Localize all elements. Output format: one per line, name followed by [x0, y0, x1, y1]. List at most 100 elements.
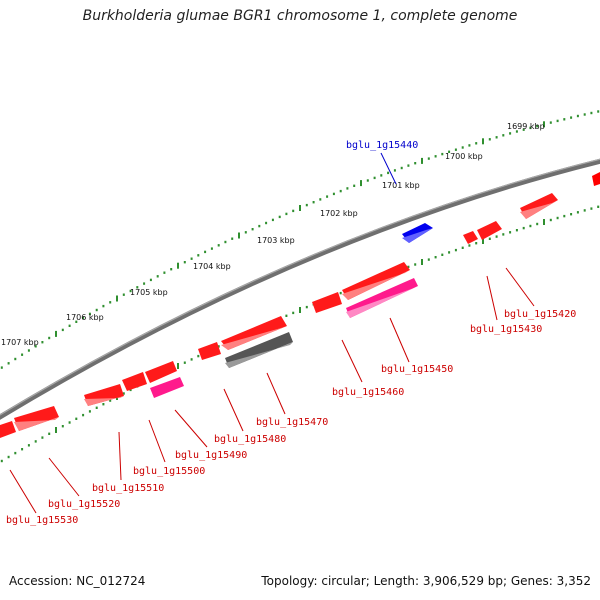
- minor-tick: [407, 265, 410, 269]
- major-tick: [421, 259, 423, 265]
- minor-tick: [27, 444, 30, 447]
- minor-tick: [27, 349, 30, 352]
- minor-tick: [590, 207, 593, 210]
- minor-tick: [149, 278, 152, 282]
- minor-tick: [75, 417, 78, 420]
- minor-tick: [183, 261, 186, 264]
- minor-tick: [271, 218, 274, 222]
- minor-tick: [224, 240, 227, 244]
- gene-arrow[interactable]: [145, 361, 177, 383]
- gene-label[interactable]: bglu_1g15490: [175, 450, 247, 461]
- gene-arrow[interactable]: [312, 292, 342, 313]
- scale-label: 1702 kbp: [320, 209, 358, 218]
- minor-tick: [61, 425, 64, 428]
- minor-tick: [536, 222, 539, 226]
- minor-tick: [7, 455, 10, 459]
- gene-arrow[interactable]: [122, 372, 147, 391]
- minor-tick: [373, 176, 376, 180]
- gene-label[interactable]: bglu_1g15470: [256, 417, 328, 428]
- minor-tick: [7, 362, 10, 365]
- gene-label[interactable]: bglu_1g15530: [6, 515, 78, 526]
- minor-tick: [556, 119, 559, 123]
- major-tick: [421, 157, 423, 164]
- minor-tick: [448, 251, 451, 254]
- minor-tick: [414, 162, 417, 165]
- minor-tick: [68, 324, 71, 327]
- gene-arrow[interactable]: [198, 342, 221, 360]
- minor-tick: [21, 353, 24, 356]
- gene-label[interactable]: bglu_1g15480: [214, 434, 286, 445]
- minor-tick: [549, 121, 552, 124]
- minor-tick: [292, 311, 295, 315]
- scale-label: 1705 kbp: [130, 288, 168, 297]
- minor-tick: [21, 448, 24, 451]
- minor-tick: [556, 216, 559, 220]
- chromosome-backbone: [0, 158, 600, 420]
- minor-tick: [244, 231, 247, 234]
- major-tick: [177, 262, 179, 269]
- gene-label[interactable]: bglu_1g15420: [504, 309, 576, 320]
- major-tick: [116, 295, 118, 302]
- minor-tick: [14, 357, 17, 361]
- minor-tick: [590, 111, 593, 115]
- gene-label[interactable]: bglu_1g15430: [470, 324, 542, 335]
- minor-tick: [468, 244, 471, 247]
- minor-tick: [75, 320, 78, 323]
- gene-arrow[interactable]: [477, 221, 502, 240]
- minor-tick: [251, 228, 254, 231]
- gene-label[interactable]: bglu_1g15510: [92, 483, 164, 494]
- minor-tick: [156, 275, 159, 278]
- gene-label[interactable]: bglu_1g15440: [346, 140, 418, 151]
- gene-label[interactable]: bglu_1g15500: [133, 466, 205, 477]
- major-tick: [177, 363, 179, 369]
- minor-tick: [136, 286, 139, 289]
- minor-tick: [536, 124, 539, 128]
- map-title: Burkholderia glumae BGR1 chromosome 1, c…: [82, 8, 518, 24]
- gene-labels: bglu_1g15420 bglu_1g15430 bglu_1g15440 b…: [6, 140, 576, 526]
- gene-arrow[interactable]: [463, 231, 478, 244]
- minor-tick: [197, 354, 200, 358]
- minor-tick: [529, 126, 532, 130]
- scale-label: 1699 kbp: [507, 122, 545, 131]
- minor-tick: [319, 198, 322, 201]
- minor-tick: [48, 336, 51, 340]
- gene-rrna[interactable]: [150, 377, 184, 398]
- scale-label: 1706 kbp: [66, 313, 104, 322]
- minor-tick: [0, 366, 3, 369]
- minor-tick: [576, 211, 579, 214]
- minor-tick: [129, 388, 132, 392]
- minor-tick: [366, 179, 369, 182]
- minor-tick: [95, 308, 98, 312]
- minor-tick: [461, 146, 464, 149]
- scale-labels: 1699 kbp 1700 kbp 1701 kbp 1702 kbp 1703…: [1, 122, 545, 347]
- minor-tick: [597, 110, 600, 113]
- minor-tick: [41, 436, 44, 439]
- minor-tick: [495, 136, 498, 139]
- gene-label[interactable]: bglu_1g15520: [48, 499, 120, 510]
- chromosome-backbone-highlight: [0, 158, 600, 416]
- outer-scale-ticks: [0, 110, 600, 369]
- minor-tick: [61, 328, 64, 332]
- minor-tick: [190, 257, 193, 260]
- gene-arrow-shadow: [342, 270, 410, 300]
- minor-tick: [509, 132, 512, 135]
- scale-label: 1704 kbp: [193, 262, 231, 271]
- major-tick: [299, 205, 301, 211]
- gene-features: [0, 172, 600, 438]
- minor-tick: [88, 312, 91, 316]
- gene-arrow-shadow: [14, 417, 59, 431]
- gene-arrow[interactable]: [0, 421, 16, 438]
- gene-label[interactable]: bglu_1g15450: [381, 364, 453, 375]
- minor-tick: [332, 192, 335, 196]
- minor-tick: [353, 184, 356, 187]
- gene-label[interactable]: bglu_1g15460: [332, 387, 404, 398]
- minor-tick: [597, 205, 600, 208]
- minor-tick: [509, 231, 512, 234]
- scale-label: 1703 kbp: [257, 236, 295, 245]
- gene-arrow[interactable]: [592, 172, 600, 186]
- major-tick: [238, 232, 240, 239]
- minor-tick: [407, 164, 410, 167]
- minor-tick: [326, 195, 329, 198]
- minor-tick: [488, 237, 491, 240]
